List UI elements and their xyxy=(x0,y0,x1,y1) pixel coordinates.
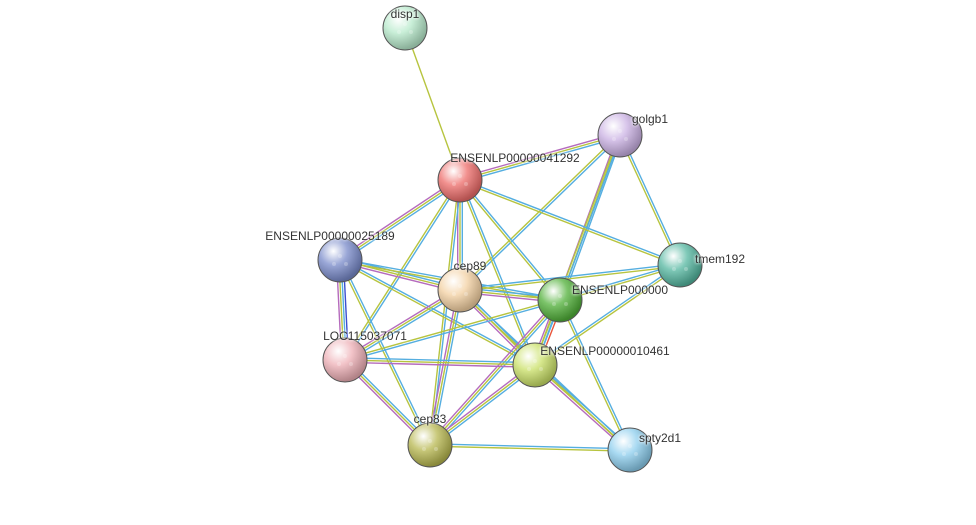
graph-canvas xyxy=(0,0,976,525)
edges-group xyxy=(337,28,681,452)
node-spty2d1[interactable] xyxy=(608,428,652,472)
edge[interactable] xyxy=(459,133,619,178)
node-cep83[interactable] xyxy=(408,423,452,467)
node-ensgrn[interactable] xyxy=(538,278,582,322)
edge[interactable] xyxy=(405,28,460,180)
edge[interactable] xyxy=(428,290,458,445)
node-tmem192[interactable] xyxy=(658,243,702,287)
node-n25189[interactable] xyxy=(318,238,362,282)
node-n10461[interactable] xyxy=(513,343,557,387)
edge[interactable] xyxy=(430,290,460,445)
node-cep89[interactable] xyxy=(438,268,482,312)
node-loc[interactable] xyxy=(323,338,367,382)
node-n41292[interactable] xyxy=(438,158,482,202)
node-disp1[interactable] xyxy=(383,6,427,50)
network-graph: disp1golgb1ENSENLP00000041292ENSENLP0000… xyxy=(0,0,976,525)
node-golgb1[interactable] xyxy=(598,113,642,157)
